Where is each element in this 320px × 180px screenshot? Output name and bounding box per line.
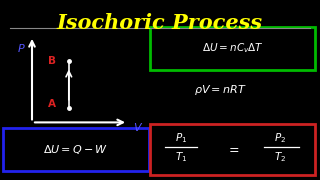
Text: $P_2$: $P_2$ bbox=[274, 131, 286, 145]
Text: $=$: $=$ bbox=[226, 142, 239, 155]
FancyBboxPatch shape bbox=[150, 27, 315, 70]
Text: B: B bbox=[48, 56, 56, 66]
Text: P: P bbox=[18, 44, 24, 54]
FancyBboxPatch shape bbox=[150, 124, 315, 175]
Text: $T_2$: $T_2$ bbox=[274, 151, 286, 164]
Text: A: A bbox=[48, 99, 56, 109]
Text: $\Delta U = Q - W$: $\Delta U = Q - W$ bbox=[43, 143, 108, 156]
Text: $\rho V = nRT$: $\rho V = nRT$ bbox=[195, 83, 247, 97]
Text: V: V bbox=[133, 123, 140, 133]
FancyBboxPatch shape bbox=[3, 128, 149, 171]
Text: $\Delta U = nC_v\Delta T$: $\Delta U = nC_v\Delta T$ bbox=[202, 41, 264, 55]
Text: Isochoric Process: Isochoric Process bbox=[57, 13, 263, 33]
Text: $T_1$: $T_1$ bbox=[175, 151, 187, 164]
Text: $P_1$: $P_1$ bbox=[175, 131, 187, 145]
